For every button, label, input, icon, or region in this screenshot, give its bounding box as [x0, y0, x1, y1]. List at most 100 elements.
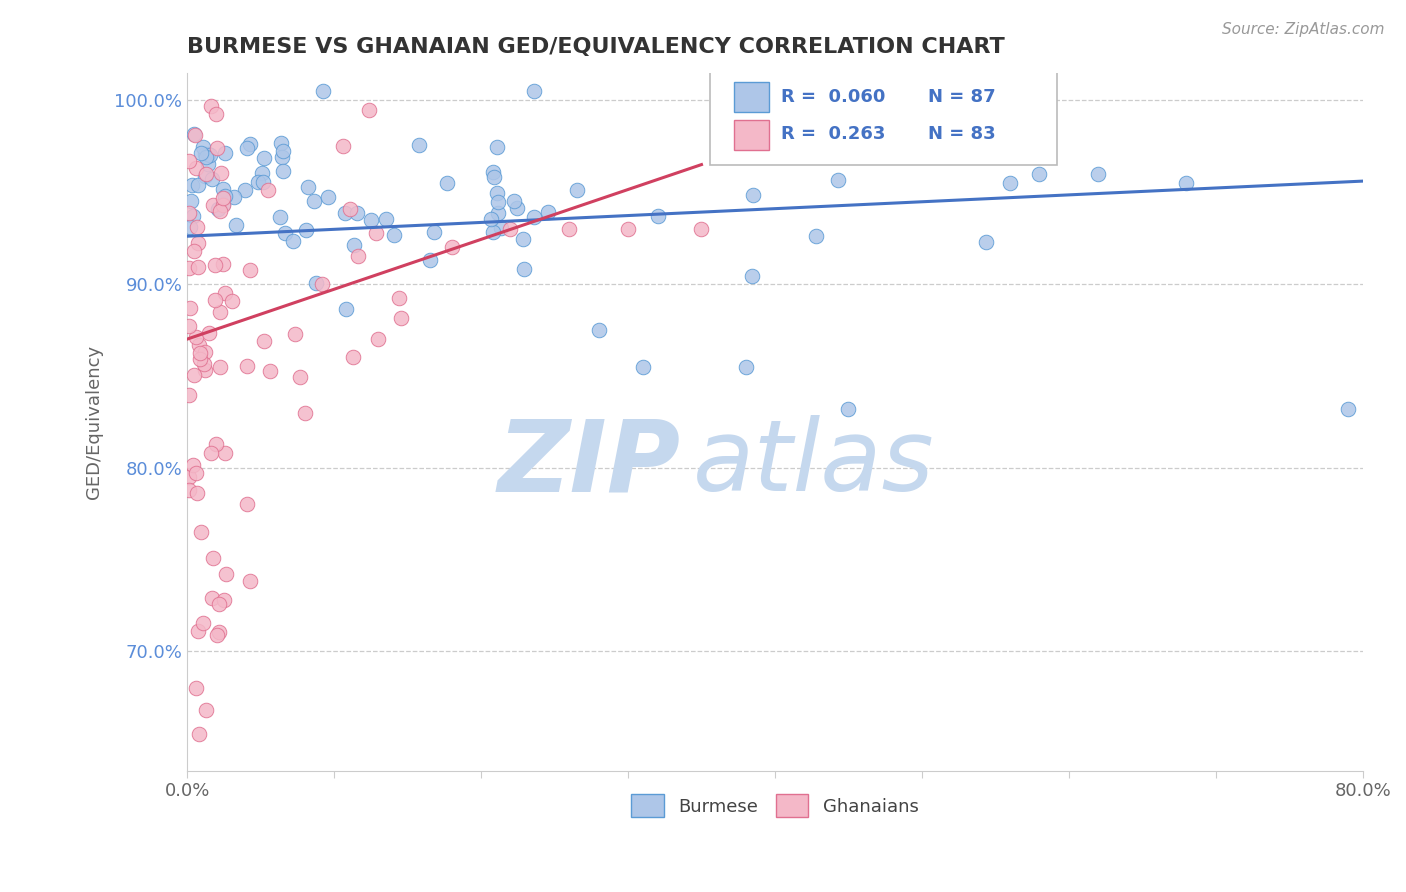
Point [224, 189, 246, 203]
Point [239, 574, 262, 589]
Point [295, 223, 318, 237]
Point [253, 334, 276, 348]
Point [506, 201, 529, 215]
Point [177, 153, 200, 168]
Point [179, 301, 201, 315]
Point [197, 146, 219, 161]
Point [207, 627, 229, 641]
Text: BURMESE VS GHANAIAN GED/EQUIVALENCY CORRELATION CHART: BURMESE VS GHANAIAN GED/EQUIVALENCY CORR… [187, 37, 1005, 57]
Point [343, 237, 366, 252]
Point [205, 141, 228, 155]
Point [335, 301, 357, 316]
Point [342, 351, 364, 365]
Text: N = 87: N = 87 [928, 87, 995, 105]
Point [191, 139, 214, 153]
Point [211, 165, 233, 179]
Point [332, 138, 354, 153]
Point [214, 189, 236, 203]
Point [177, 318, 200, 333]
Point [768, 134, 790, 148]
Point [214, 286, 236, 301]
Point [207, 624, 229, 639]
Point [212, 257, 235, 271]
Point [187, 236, 209, 251]
Point [281, 235, 304, 249]
Point [389, 310, 412, 325]
Point [207, 202, 229, 216]
Point [481, 225, 503, 239]
Point [198, 326, 221, 340]
Text: R =  0.263: R = 0.263 [780, 125, 886, 143]
Point [214, 446, 236, 460]
Point [499, 222, 522, 236]
Point [302, 194, 325, 208]
Text: Source: ZipAtlas.com: Source: ZipAtlas.com [1222, 22, 1385, 37]
Point [1028, 167, 1050, 181]
Point [184, 467, 207, 481]
Point [184, 128, 207, 143]
Point [257, 183, 280, 197]
Point [186, 486, 208, 500]
Point [235, 497, 257, 511]
Point [1087, 167, 1109, 181]
Point [294, 405, 316, 419]
Point [193, 345, 215, 359]
Point [253, 151, 276, 165]
Point [558, 222, 581, 236]
Point [186, 220, 208, 235]
Point [239, 263, 262, 277]
Point [485, 140, 508, 154]
Point [1337, 401, 1360, 416]
Point [273, 164, 295, 178]
Point [211, 182, 233, 196]
Point [311, 277, 333, 292]
Point [215, 567, 238, 582]
Point [194, 169, 217, 183]
Point [188, 346, 211, 360]
Point [742, 188, 765, 202]
Point [312, 84, 335, 98]
Point [201, 550, 224, 565]
Point [1175, 176, 1198, 190]
Point [195, 150, 218, 164]
Point [187, 260, 209, 275]
Point [179, 206, 201, 220]
Bar [734, 120, 769, 150]
Point [188, 727, 211, 741]
Point [197, 157, 219, 171]
Point [204, 293, 226, 307]
Point [436, 176, 458, 190]
Point [204, 258, 226, 272]
Point [201, 198, 224, 212]
Point [187, 624, 209, 638]
Point [200, 446, 222, 460]
Point [408, 137, 430, 152]
Point [204, 437, 226, 451]
Point [316, 190, 339, 204]
Point [484, 170, 506, 185]
Point [346, 206, 368, 220]
Point [419, 253, 441, 268]
Point [177, 388, 200, 402]
Point [367, 332, 389, 346]
Point [567, 183, 589, 197]
Point [194, 362, 217, 376]
Point [827, 172, 849, 186]
Point [183, 209, 205, 223]
Point [489, 221, 512, 235]
Point [201, 171, 224, 186]
Point [479, 212, 502, 227]
Point [195, 703, 218, 717]
Point [346, 249, 368, 263]
Point [193, 357, 215, 371]
Point [208, 597, 231, 611]
Point [194, 146, 217, 161]
Point [690, 222, 713, 236]
Point [423, 226, 446, 240]
Point [523, 211, 546, 225]
Point [212, 198, 235, 212]
Y-axis label: GED/Equivalency: GED/Equivalency [86, 344, 103, 499]
Point [235, 183, 257, 197]
Point [221, 294, 243, 309]
Point [225, 218, 247, 232]
